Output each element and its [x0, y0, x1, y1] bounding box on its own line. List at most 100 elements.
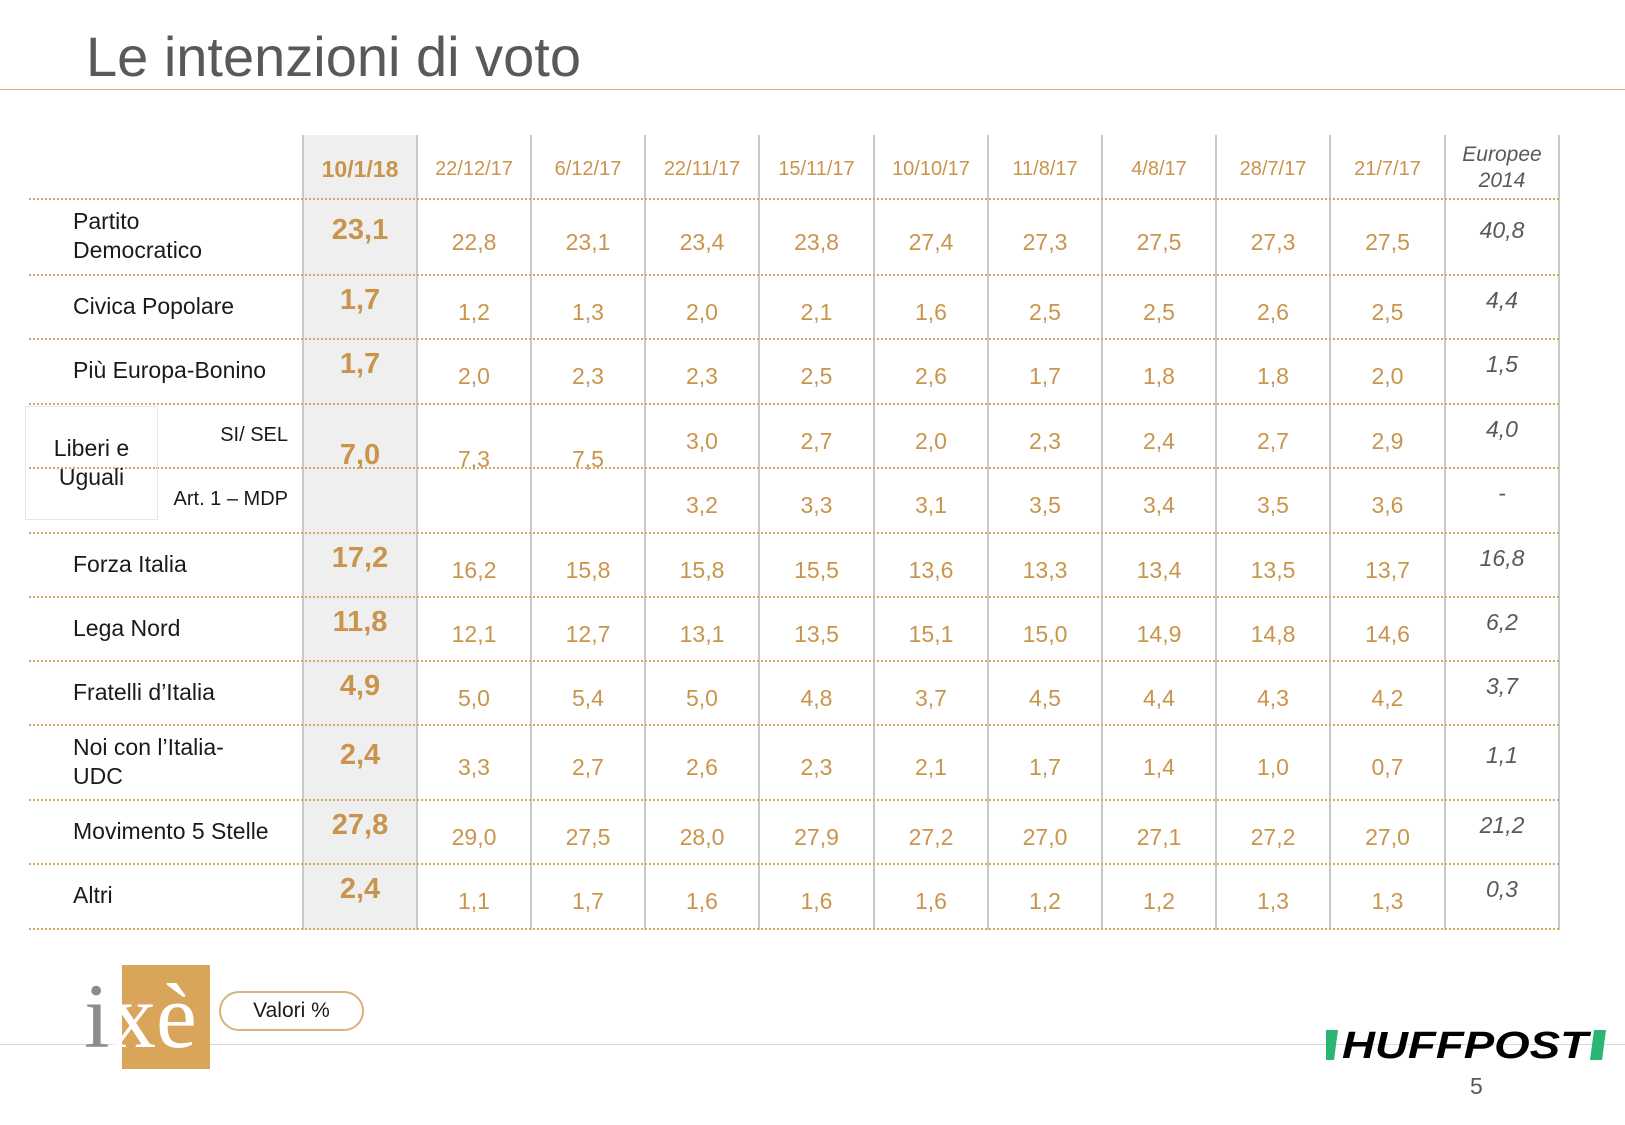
column-divider: [1558, 135, 1560, 930]
value-cell: 27,1: [1136, 823, 1182, 850]
value-cell: 1,3: [1371, 888, 1404, 914]
value-cell: 2,5: [1143, 298, 1175, 325]
party-label-line: Lega Nord: [73, 614, 181, 641]
value-cell: 1,8: [1143, 363, 1175, 389]
europee-header-line: Europee: [1462, 143, 1542, 166]
value-cell: 15,5: [794, 556, 839, 583]
value-cell: 2,7: [1257, 427, 1289, 454]
value-europee: 21,2: [1479, 811, 1525, 838]
value-cell: 23,8: [794, 228, 839, 255]
value-cell: 13,5: [1250, 556, 1296, 583]
value-cell: 2,9: [1371, 427, 1404, 454]
party-label-line: Forza Italia: [73, 550, 187, 577]
value-cell: 1,3: [1257, 888, 1289, 914]
row-separator: [29, 928, 1559, 930]
row-separator: [29, 863, 1559, 865]
value-cell: 4,4: [1143, 684, 1175, 711]
value-cell: 16,2: [451, 556, 497, 583]
value-cell: 23,4: [679, 228, 725, 255]
value-europee: 3,7: [1486, 672, 1518, 699]
value-cell: 1,6: [800, 888, 833, 914]
value-cell: 2,3: [800, 754, 833, 780]
value-cell: 27,0: [1022, 823, 1068, 850]
value-cell: 3,4: [1143, 492, 1175, 518]
row-separator: [29, 724, 1559, 726]
value-latest: 1,7: [339, 348, 381, 380]
value-cell: 1,6: [686, 888, 718, 914]
value-latest: 23,1: [331, 213, 389, 246]
party-label-line: Democratico: [73, 237, 203, 263]
row-separator: [29, 274, 1559, 276]
party-label-line: Movimento 5 Stelle: [73, 817, 269, 844]
value-cell: 4,2: [1371, 684, 1404, 711]
title-divider: [0, 89, 1625, 90]
value-europee: 6,2: [1486, 608, 1518, 635]
value-europee: 16,8: [1479, 544, 1525, 571]
value-cell: 2,5: [800, 363, 833, 389]
column-header-date: 11/8/17: [1012, 157, 1078, 180]
party-label: Più Europa-Bonino: [73, 340, 266, 401]
row-separator: [29, 799, 1559, 801]
value-cell: 2,7: [572, 754, 604, 780]
value-cell: 1,2: [458, 298, 490, 325]
value-cell: 13,7: [1365, 556, 1410, 583]
row-separator: [29, 660, 1559, 662]
value-cell: 1,0: [1257, 754, 1289, 780]
party-label: Civica Popolare: [73, 276, 234, 336]
value-cell: 27,4: [908, 228, 954, 255]
page-number: 5: [1470, 1073, 1483, 1099]
value-cell: 3,5: [1257, 492, 1289, 518]
value-cell: 27,5: [1365, 228, 1410, 255]
values-percent-badge: Valori %: [219, 991, 364, 1031]
value-cell: 12,7: [565, 620, 611, 647]
value-cell: 12,1: [451, 620, 497, 647]
value-cell: 13,4: [1136, 556, 1182, 583]
value-cell: 1,6: [915, 298, 947, 325]
value-cell: 13,5: [794, 620, 839, 647]
column-header-date: 21/7/17: [1354, 157, 1421, 180]
value-cell-merged: 7,5: [572, 445, 604, 472]
value-latest: 2,4: [339, 739, 381, 771]
value-cell: 1,1: [458, 888, 490, 914]
value-cell: 2,3: [572, 363, 604, 389]
party-label-line: Più Europa-Bonino: [73, 357, 267, 383]
value-cell: 1,8: [1257, 363, 1289, 389]
row-separator: [29, 596, 1559, 598]
value-cell: 15,0: [1022, 620, 1068, 647]
party-label-line: Fratelli d’Italia: [73, 678, 215, 705]
value-cell: 2,1: [800, 298, 833, 325]
row-separator: [645, 467, 1559, 469]
value-cell: 15,8: [679, 556, 725, 583]
value-cell: 13,3: [1022, 556, 1068, 583]
column-header-date: 22/11/17: [663, 157, 741, 180]
value-europee: 1,5: [1486, 351, 1518, 377]
value-cell: 3,3: [458, 754, 490, 780]
party-label: Fratelli d’Italia: [73, 662, 215, 722]
party-label-line: UDC: [73, 762, 123, 789]
column-header-date: 22/12/17: [435, 157, 513, 180]
value-cell: 2,0: [915, 427, 947, 454]
value-cell: 2,0: [1371, 363, 1404, 389]
ixe-logo: i xè: [84, 965, 210, 1069]
value-cell: 27,3: [1250, 228, 1296, 255]
party-label-line: Noi con l’Italia-: [73, 733, 224, 760]
value-cell: 2,0: [686, 298, 718, 325]
group-label-line: Liberi e: [53, 435, 130, 461]
column-header-latest: 10/1/18: [321, 155, 399, 182]
value-latest: 2,4: [339, 873, 381, 905]
value-cell: 1,3: [572, 298, 604, 325]
party-label: Movimento 5 Stelle: [73, 801, 269, 861]
svg-text:i: i: [84, 965, 110, 1067]
value-europee: 4,4: [1486, 286, 1518, 313]
value-cell: 2,6: [1257, 298, 1289, 325]
value-cell: 15,8: [565, 556, 611, 583]
value-cell: 2,6: [915, 363, 947, 389]
value-europee: 0,3: [1486, 876, 1518, 902]
party-label-line: Civica Popolare: [73, 292, 235, 319]
value-cell: 1,6: [915, 888, 947, 914]
value-cell: 1,7: [572, 888, 604, 914]
value-cell: 14,9: [1136, 620, 1182, 647]
value-cell: 4,8: [800, 684, 833, 711]
value-cell: 1,7: [1029, 363, 1061, 389]
value-cell: 27,5: [1136, 228, 1182, 255]
